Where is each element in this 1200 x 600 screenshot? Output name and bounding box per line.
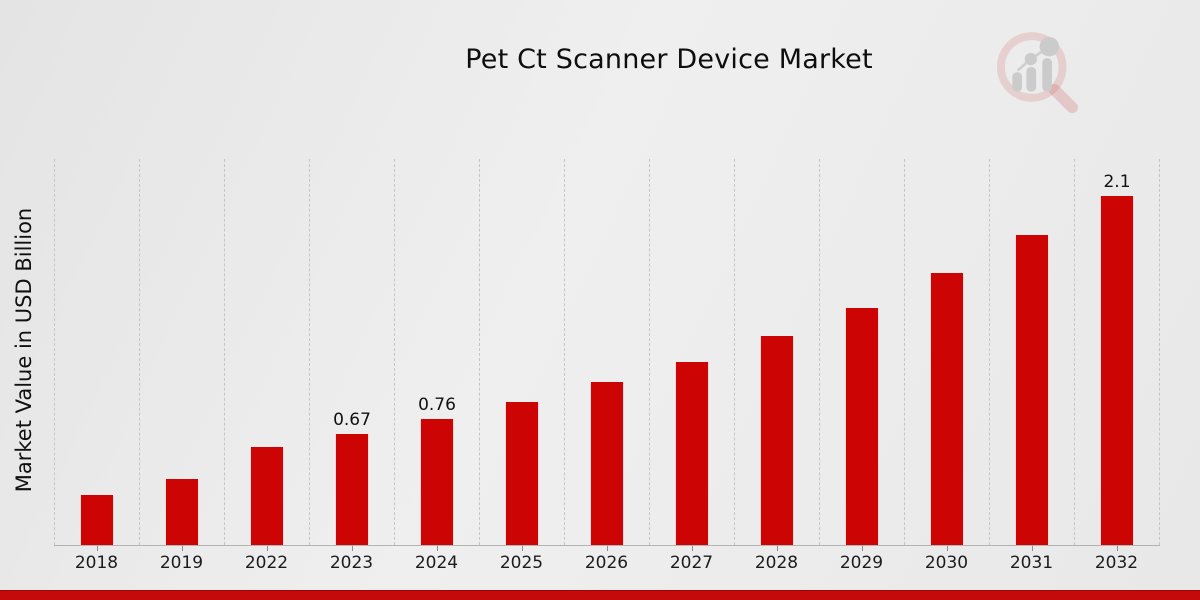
bar <box>675 362 709 545</box>
x-tick <box>692 546 693 551</box>
x-tick <box>352 546 353 551</box>
x-tick-label: 2032 <box>1094 553 1139 573</box>
logo-magnifier-chart-icon <box>996 32 1078 114</box>
x-tick <box>182 546 183 551</box>
footer-accent-bar <box>0 590 1200 600</box>
bar <box>80 495 114 545</box>
gridline <box>139 159 140 545</box>
x-tick-label: 2024 <box>414 553 459 573</box>
gridline <box>309 159 310 545</box>
x-tick-label: 2027 <box>669 553 714 573</box>
x-tick-label: 2025 <box>499 553 544 573</box>
bar <box>1100 196 1134 545</box>
bar <box>845 308 879 545</box>
bar <box>335 434 369 545</box>
gridline <box>1074 159 1075 545</box>
y-axis-label: Market Value in USD Billion <box>12 207 36 493</box>
x-tick <box>522 546 523 551</box>
x-tick-label: 2019 <box>159 553 204 573</box>
x-tick <box>1032 546 1033 551</box>
x-tick <box>1117 546 1118 551</box>
bar <box>250 447 284 545</box>
gridline <box>819 159 820 545</box>
x-tick <box>862 546 863 551</box>
bar <box>165 479 199 545</box>
bar-value-label: 0.76 <box>418 395 456 415</box>
x-tick <box>607 546 608 551</box>
x-axis-line <box>54 545 1160 546</box>
gridline <box>989 159 990 545</box>
gridline <box>564 159 565 545</box>
gridline <box>479 159 480 545</box>
bar <box>505 402 539 545</box>
gridline <box>54 159 55 545</box>
bar-value-label: 2.1 <box>1103 172 1131 192</box>
x-tick-label: 2022 <box>244 553 289 573</box>
x-tick-label: 2026 <box>584 553 629 573</box>
x-tick <box>777 546 778 551</box>
x-tick-label: 2031 <box>1009 553 1054 573</box>
x-tick-label: 2028 <box>754 553 799 573</box>
x-tick-label: 2029 <box>839 553 884 573</box>
x-tick-label: 2023 <box>329 553 374 573</box>
bar <box>420 419 454 545</box>
bar <box>930 273 964 545</box>
x-tick <box>97 546 98 551</box>
bar-value-label: 0.67 <box>333 410 371 430</box>
x-tick <box>947 546 948 551</box>
x-tick <box>437 546 438 551</box>
bar <box>590 382 624 545</box>
gridline <box>1159 159 1160 545</box>
bar <box>760 336 794 545</box>
gridline <box>394 159 395 545</box>
chart-title: Pet Ct Scanner Device Market <box>465 44 873 75</box>
gridline <box>904 159 905 545</box>
gridline <box>734 159 735 545</box>
bar <box>1015 235 1049 545</box>
x-tick <box>267 546 268 551</box>
gridline <box>224 159 225 545</box>
x-tick-label: 2018 <box>74 553 119 573</box>
gridline <box>649 159 650 545</box>
x-tick-label: 2030 <box>924 553 969 573</box>
